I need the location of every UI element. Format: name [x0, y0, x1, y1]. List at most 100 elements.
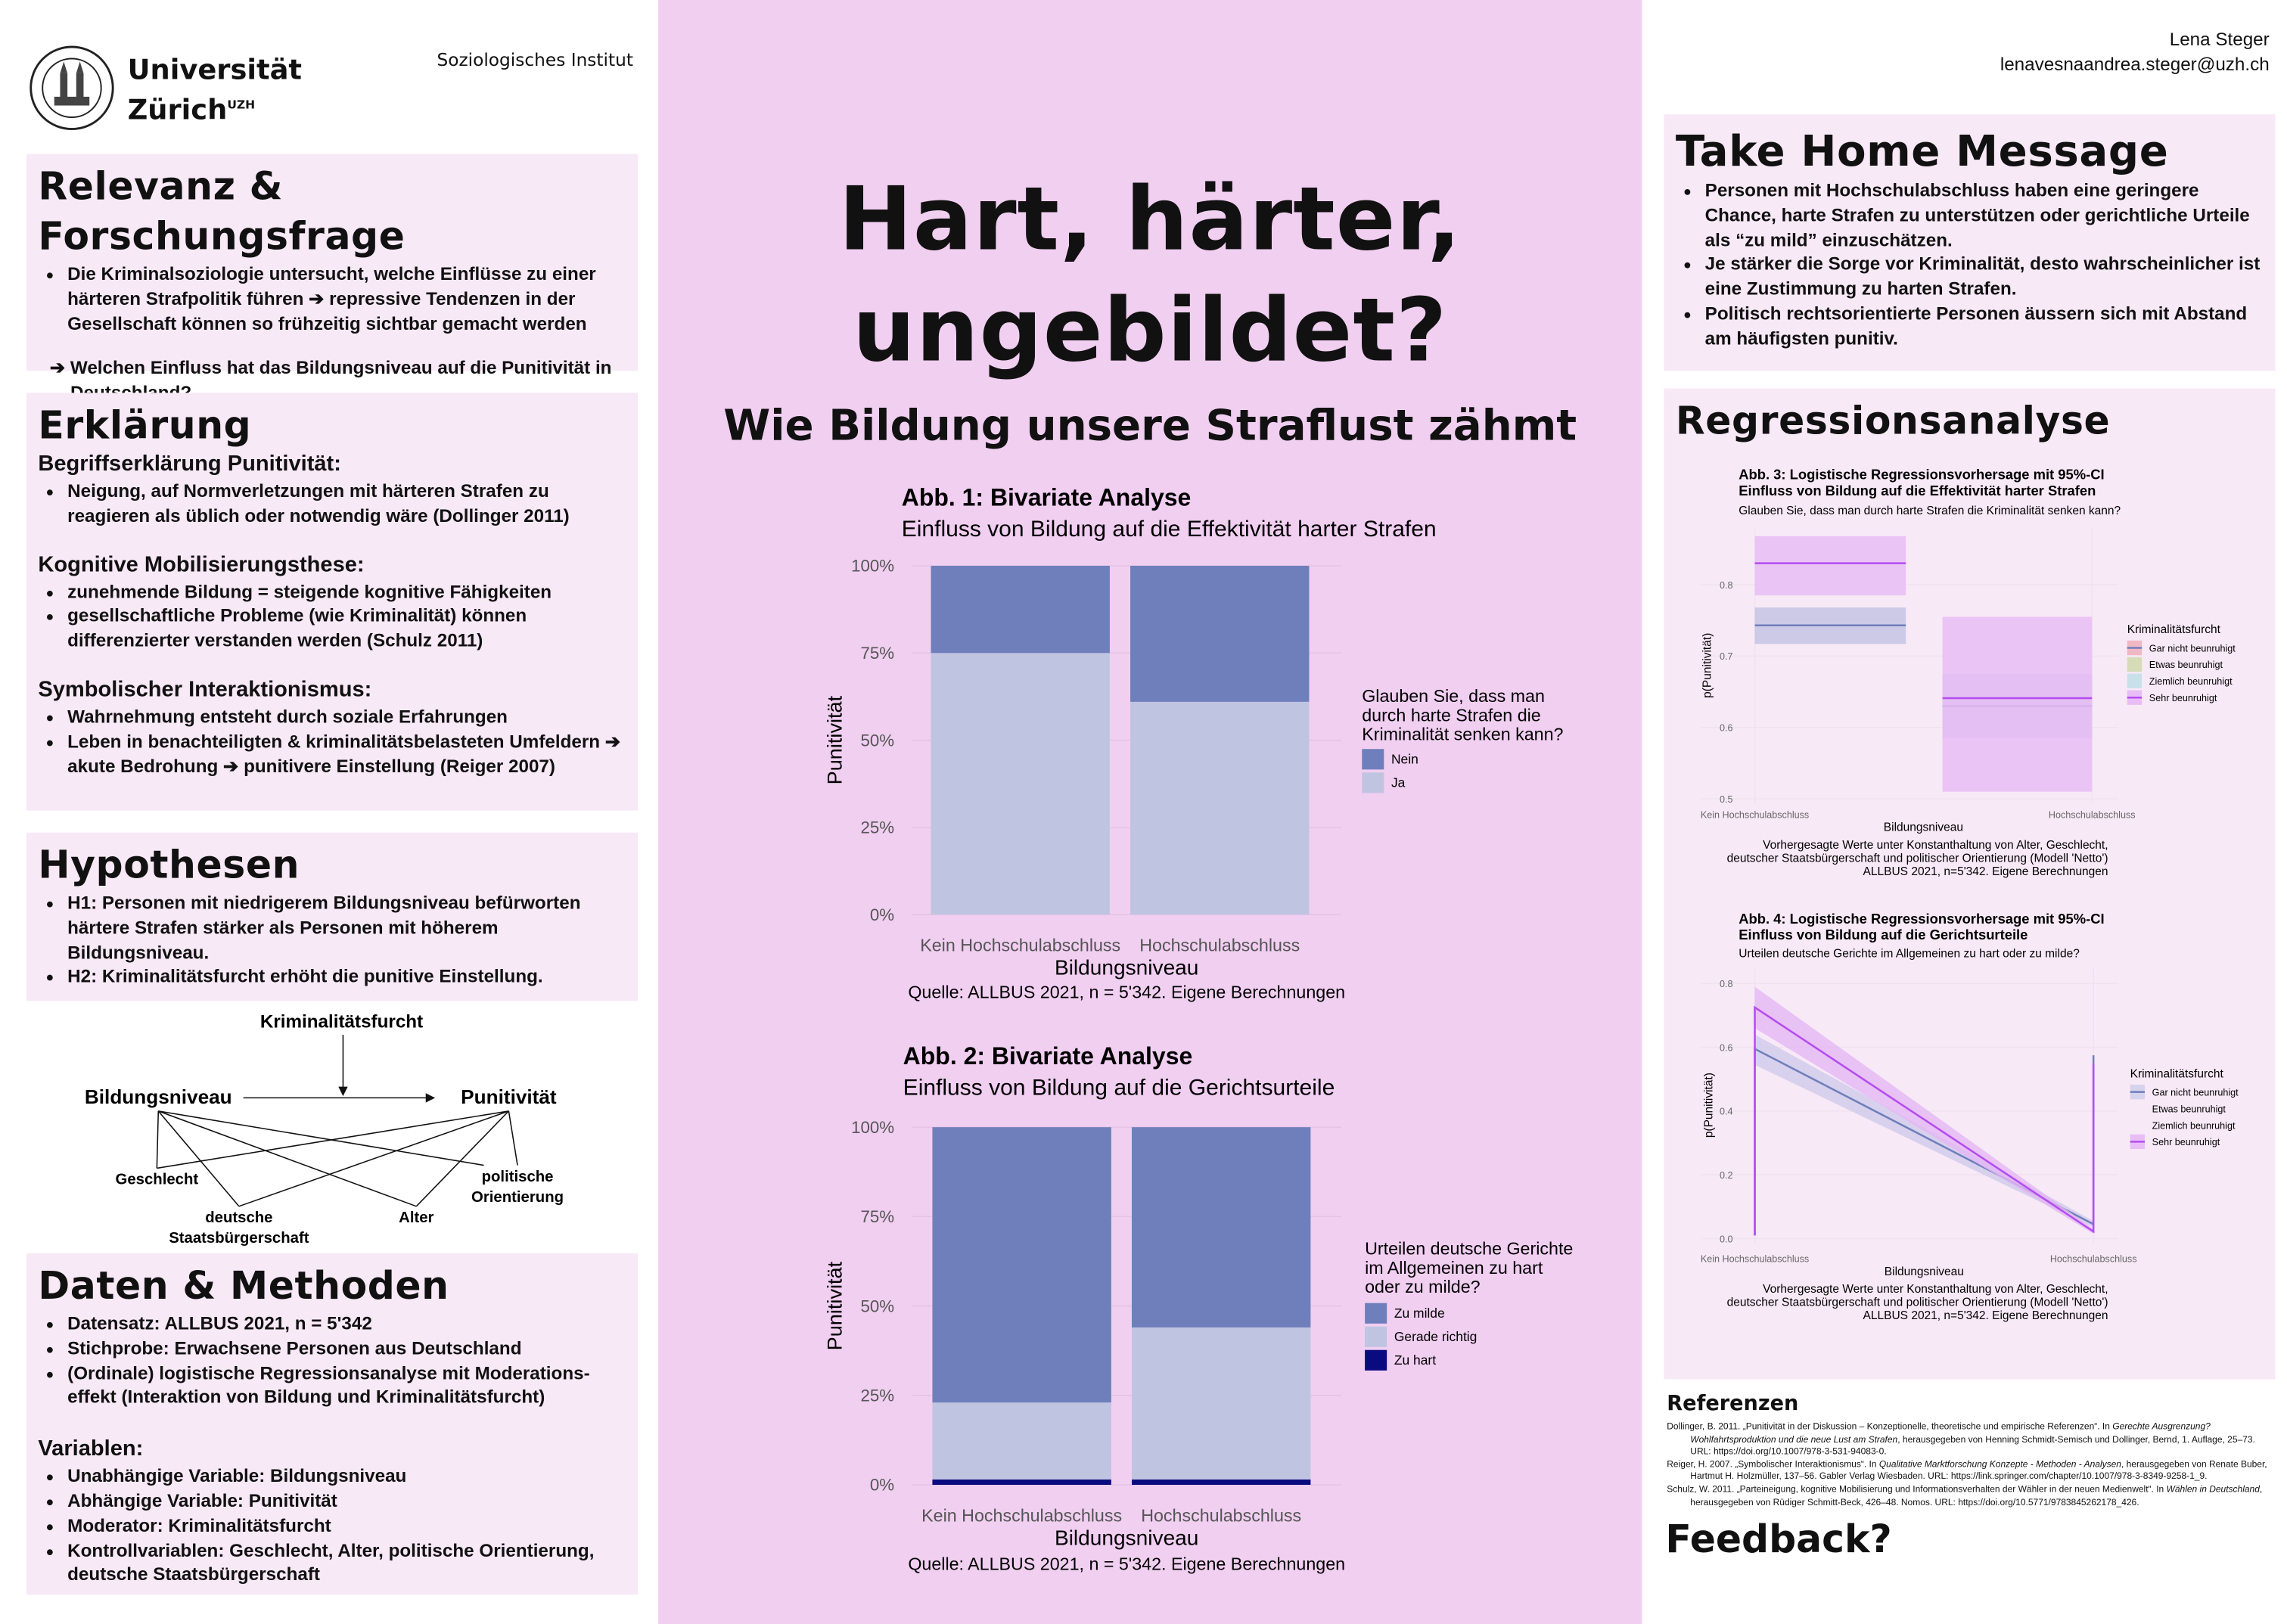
legend-label: Gar nicht beunruhigt — [2149, 643, 2236, 654]
legend-label: Gar nicht beunruhigt — [2152, 1088, 2239, 1098]
legend-title: Glauben Sie, dass man — [1362, 686, 1545, 706]
chart-caption: ALLBUS 2021, n=5'342. Eigene Berechnunge… — [1863, 865, 2108, 878]
ref-link[interactable]: https://doi.org/10.1007/978-3-531-94083-… — [1713, 1446, 1885, 1458]
bar-segment-ja — [931, 653, 1110, 915]
legend-label: Ja — [1391, 775, 1406, 790]
diagram-control-staatsbuergerschaft: deutsche — [205, 1209, 272, 1226]
bar-segment-gerade-richtig — [1131, 1327, 1311, 1480]
bullet: Kontrollvariablen: Geschlecht, Alter, po… — [67, 1539, 626, 1588]
legend-title: Kriminalitätsfurcht — [2127, 623, 2221, 636]
chart-title: Einfluss von Bildung auf die Effektivitä… — [1739, 483, 2096, 498]
regression-chart-4: Abb. 4: Logistische Regressionsvorhersag… — [1700, 911, 2239, 1322]
hypothesen-title: Hypothesen — [38, 844, 300, 889]
section-heading: Kognitive Mobilisierungsthese: — [38, 551, 365, 577]
relevanz-bullet: Die Kriminalsoziologie untersucht, welch… — [67, 262, 626, 337]
x-tick-label: Hochschulabschluss — [2050, 1253, 2137, 1264]
y-tick-label: 0.5 — [1720, 794, 1733, 805]
x-axis-label: Bildungsniveau — [1885, 1265, 1964, 1278]
erklaerung-section: Erklärung Begriffserklärung Punitivität:… — [26, 393, 638, 811]
x-tick-label: Hochschulabschluss — [2049, 809, 2136, 820]
university-line1: Universität — [127, 54, 303, 87]
regression-chart-3: Abb. 3: Logistische Regressionsvorhersag… — [1700, 467, 2236, 878]
regression-title: Regressionsanalyse — [1675, 400, 2111, 445]
chart-subtitle: Einfluss von Bildung auf die Gerichtsurt… — [903, 1076, 1335, 1101]
y-tick-label: 0.6 — [1720, 723, 1733, 734]
legend-label: Etwas beunruhigt — [2149, 660, 2223, 670]
y-tick-label: 50% — [860, 1296, 894, 1315]
poster-subtitle: Wie Bildung unsere Straflust zähmt — [723, 400, 1577, 450]
x-tick-label: Hochschulabschluss — [1139, 936, 1300, 955]
y-tick-label: 0.6 — [1720, 1042, 1733, 1053]
bullet: Neigung, auf Normverletzungen mit härter… — [67, 480, 626, 529]
y-tick-label: 25% — [860, 818, 894, 837]
bullet: Datensatz: ALLBUS 2021, n = 5'342 — [67, 1312, 626, 1337]
ref-text: Schulz, W. 2011. „Parteineigung, kogniti… — [1667, 1484, 2167, 1495]
bullet: Wahrnehmung entsteht durch soziale Erfah… — [67, 705, 626, 730]
chart-caption: ALLBUS 2021, n=5'342. Eigene Berechnunge… — [1863, 1309, 2108, 1322]
x-axis-label: Bildungsniveau — [1055, 1526, 1198, 1549]
x-tick-label: Hochschulabschluss — [1141, 1505, 1301, 1525]
relevanz-title: Relevanz & Forschungsfrage — [38, 165, 406, 259]
section-heading: Begriffserklärung Punitivität: — [38, 451, 341, 477]
section-heading: Symbolischer Interaktionismus: — [38, 677, 372, 703]
ref-link[interactable]: https://link.springer.com/chapter/10.100… — [1950, 1472, 2205, 1483]
uzh-seal-logo — [30, 45, 114, 130]
chart-subtitle: Urteilen deutsche Gerichte im Allgemeine… — [1739, 947, 2080, 960]
legend-swatch — [1365, 1303, 1387, 1324]
university-sup: UZH — [227, 98, 256, 112]
diagram-independent: Bildungsniveau — [85, 1085, 232, 1108]
legend-label: Etwas beunruhigt — [2152, 1104, 2226, 1114]
y-tick-label: 0% — [870, 1476, 894, 1495]
bullet: zunehmende Bildung = steigende kognitive… — [67, 580, 626, 605]
x-axis-label: Bildungsniveau — [1884, 821, 1963, 834]
legend-swatch — [2127, 673, 2143, 688]
title-line1: Hart, härter, — [838, 168, 1462, 272]
ref-source: Qualitative Marktforschung Konzepte - Me… — [1878, 1459, 2121, 1470]
bar-segment-zu-milde — [932, 1127, 1111, 1403]
variables-heading: Variablen: — [38, 1436, 144, 1462]
y-tick-label: 75% — [860, 644, 894, 663]
legend-label: Gerade richtig — [1394, 1329, 1478, 1344]
legend-label: Nein — [1391, 752, 1418, 767]
legend-label: Ziemlich beunruhigt — [2149, 676, 2233, 687]
ci-band-sehr-beunruhigt — [1942, 616, 2093, 792]
ref-source: Gerechte Ausgrenzung? Wohlfahrtsprodukti… — [1690, 1421, 2211, 1445]
bullet: gesellschaftliche Probleme (wie Kriminal… — [67, 604, 626, 654]
y-tick-label: 100% — [851, 1118, 894, 1137]
y-tick-label: 25% — [860, 1386, 894, 1405]
bar-segment-nein — [1130, 565, 1310, 702]
references-title: Referenzen — [1667, 1392, 1799, 1416]
chart-subtitle: Glauben Sie, dass man durch harte Strafe… — [1739, 505, 2121, 517]
y-tick-label: 0% — [870, 905, 894, 924]
y-tick-label: 0.7 — [1720, 651, 1733, 662]
ref-text: , herausgegeben von Renate Buber, Hartmu… — [1690, 1459, 2267, 1483]
y-axis-label: p(Punitivität) — [1702, 1073, 1715, 1138]
chart-title: Abb. 3: Logistische Regressionsvorhersag… — [1739, 467, 2104, 483]
control-links — [156, 1110, 518, 1207]
y-tick-label: 0.0 — [1720, 1234, 1733, 1244]
author-block: Lena Steger lenavesnaandrea.steger@uzh.c… — [2000, 28, 2270, 78]
bar-chart-2: Abb. 2: Bivariate Analyse Einfluss von Bi… — [822, 1042, 1573, 1574]
bar-chart-1: Abb. 1: Bivariate Analyse Einfluss von Bi… — [822, 484, 1563, 1002]
legend-title: oder zu milde? — [1365, 1277, 1481, 1296]
bullet: Stichprobe: Erwachsene Personen aus Deut… — [67, 1337, 626, 1362]
references-list: Dollinger, B. 2011. „Punitivität in der … — [1667, 1422, 2270, 1511]
bullet: (Ordinale) logistische Regressionsanalys… — [67, 1361, 626, 1410]
bullet: Personen mit Hochschulabschluss haben ei… — [1705, 179, 2264, 253]
diagram-control-politik-2: Orientierung — [471, 1189, 564, 1206]
ref-link[interactable]: https://doi.org/10.5771/9783845262178_42… — [1958, 1497, 2137, 1508]
legend-label: Zu milde — [1394, 1306, 1445, 1321]
y-tick-label: 0.8 — [1720, 979, 1733, 989]
bar-segment-ja — [1130, 701, 1310, 915]
legend-swatch — [1365, 1349, 1387, 1371]
y-axis-label: Punitivität — [822, 1261, 846, 1350]
daten-title: Daten & Methoden — [38, 1265, 449, 1309]
chart-title: Abb. 2: Bivariate Analyse — [903, 1042, 1193, 1070]
author-email[interactable]: lenavesnaandrea.steger@uzh.ch — [2000, 54, 2270, 75]
y-tick-label: 0.2 — [1720, 1170, 1733, 1181]
ci-band-sehr-beunruhigt — [1754, 536, 1906, 596]
bar-segment-zu-hart — [1131, 1479, 1311, 1485]
y-tick-label: 0.8 — [1720, 580, 1733, 591]
